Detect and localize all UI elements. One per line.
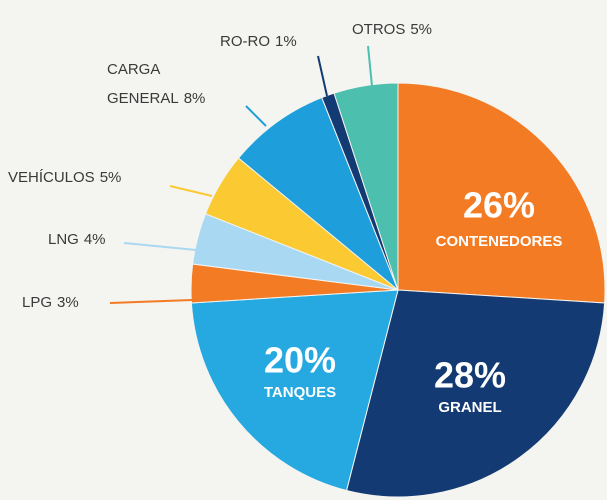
category-label: TANQUES: [264, 384, 336, 401]
category-label: LNG: [48, 231, 79, 248]
category-label: RO-RO: [220, 33, 270, 50]
category-label: OTROS: [352, 21, 405, 38]
leader-line: [245, 105, 267, 127]
data-label: 28%: [434, 355, 506, 396]
category-label: CARGA GENERAL: [107, 61, 179, 107]
category-label: GRANEL: [438, 399, 501, 416]
pie-slice: [190, 289, 399, 492]
pie-slice: [345, 289, 606, 498]
pie-slice: [333, 82, 399, 291]
data-label: 5%: [100, 169, 122, 186]
data-label: 1%: [275, 33, 297, 50]
pie-slice: [237, 96, 399, 291]
data-label: 3%: [57, 294, 79, 311]
leader-line: [169, 185, 213, 197]
data-label: 20%: [264, 340, 336, 381]
leader-line: [109, 299, 193, 304]
pie-slice: [397, 82, 606, 304]
category-label: VEHÍCULOS: [8, 169, 95, 186]
data-label: 5%: [410, 21, 432, 38]
category-label: CONTENEDORES: [436, 233, 563, 250]
leader-line: [367, 45, 373, 87]
data-label: 8%: [184, 90, 206, 107]
leader-line: [123, 242, 197, 251]
leader-line: [317, 55, 328, 97]
category-label: LPG: [22, 294, 52, 311]
data-label: 26%: [463, 185, 535, 226]
data-label: 4%: [84, 231, 106, 248]
